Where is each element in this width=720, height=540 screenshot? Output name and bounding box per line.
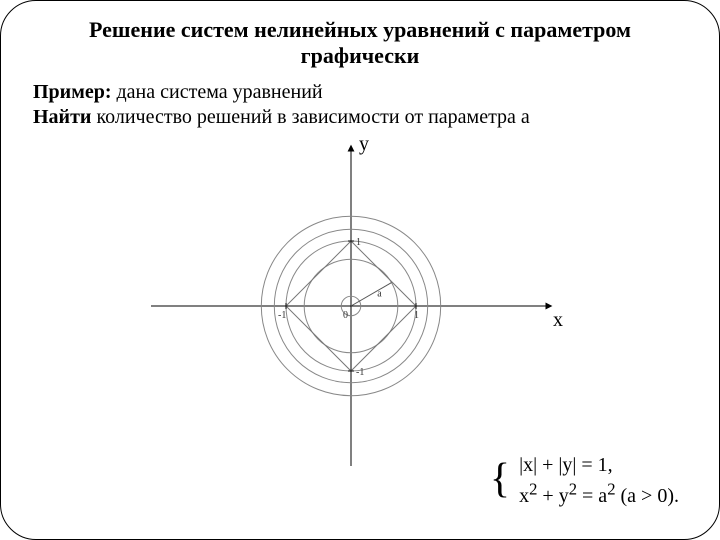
svg-text:1: 1 [414,310,419,321]
brace-icon: { [490,458,510,500]
svg-text:-1: -1 [356,367,364,378]
slide-frame: Решение систем нелинейных уравнений с па… [0,0,720,540]
geometry-svg: a 1 -1 1 -1 0 [121,131,581,491]
example-label: Пример: [33,81,112,103]
eq-line-1: |x| + |y| = 1, [519,454,613,476]
axis-x-label: x [553,309,563,332]
axis-y-label: y [359,133,369,156]
svg-text:1: 1 [356,237,361,248]
svg-text:0: 0 [343,310,348,321]
svg-text:-1: -1 [278,310,286,321]
body-text: Пример: дана система уравнений Найти кол… [33,80,687,130]
equation-lines: |x| + |y| = 1, x2 + y2 = a2 (a > 0). [519,452,679,509]
example-text: дана система уравнений [112,81,323,103]
diagram: a 1 -1 1 -1 0 x y [121,131,581,491]
system-equation: { |x| + |y| = 1, x2 + y2 = a2 (a > 0). [490,452,679,509]
slide-title: Решение систем нелинейных уравнений с па… [49,17,671,70]
find-text: количество решений в зависимости от пара… [91,106,529,128]
eq-line-2: x2 + y2 = a2 (a > 0). [519,485,679,507]
find-label: Найти [33,106,91,128]
svg-text:a: a [377,288,382,299]
